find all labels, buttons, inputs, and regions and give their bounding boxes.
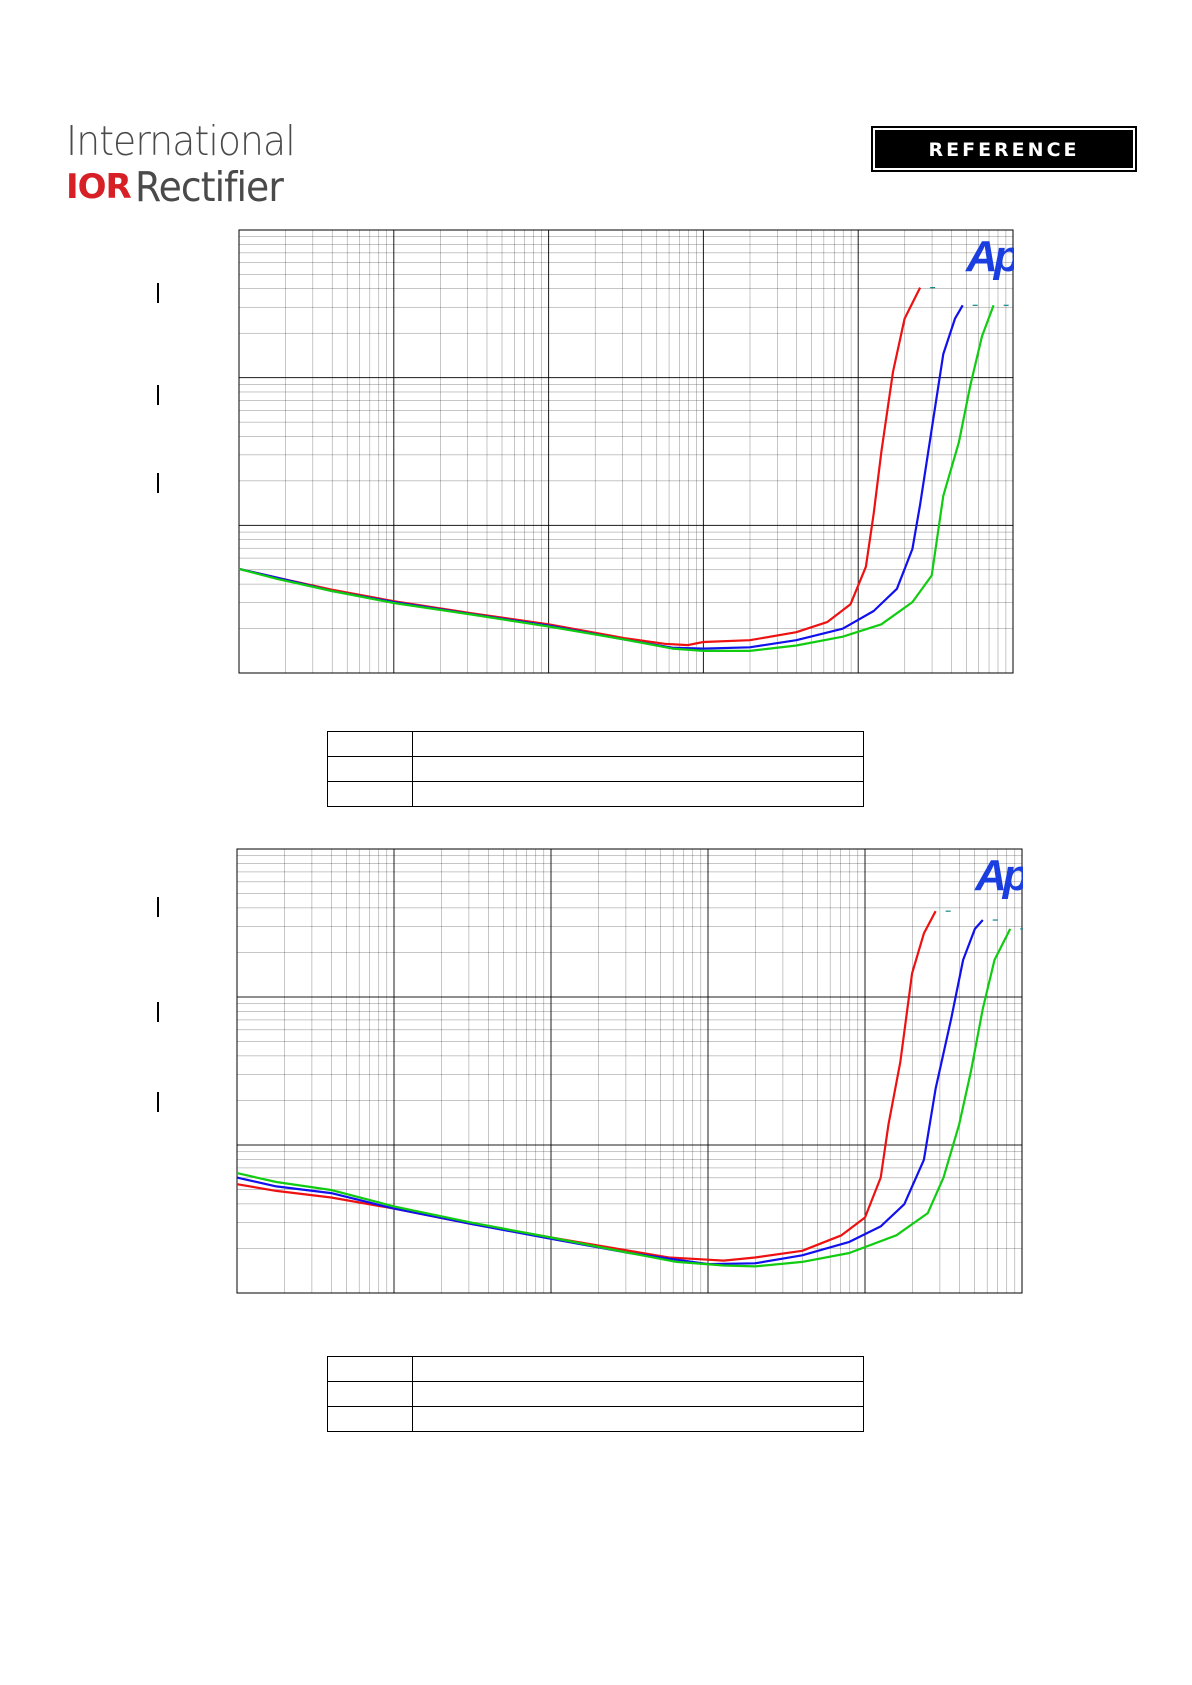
logo-text-rectifier: Rectifier — [134, 163, 284, 211]
logo-ior-mark: IOR — [66, 167, 132, 207]
thd-chart-1-svg: Ap — [238, 229, 1014, 674]
table-cell — [412, 781, 864, 807]
table-row — [327, 731, 864, 757]
thd-chart-2: Ap — [236, 848, 1023, 1294]
table-cell — [327, 731, 413, 757]
table-row — [327, 1356, 864, 1382]
logo-line-rectifier: IOR Rectifier — [66, 163, 286, 211]
table-cell — [412, 1406, 864, 1432]
reference-design-badge-frame — [871, 126, 1137, 172]
table-cell — [327, 1356, 413, 1382]
table-row — [327, 1381, 864, 1407]
thd-chart-1: Ap — [238, 229, 1014, 674]
series-line-red — [236, 910, 937, 1262]
axis-marker — [157, 897, 159, 917]
axis-marker — [157, 1092, 159, 1112]
legend-table-1 — [327, 731, 864, 807]
logo-text-international: International — [66, 117, 296, 165]
axis-marker — [157, 283, 159, 303]
table-row — [327, 756, 864, 782]
axis-marker — [157, 1002, 159, 1022]
axis-marker — [157, 473, 159, 493]
table-cell — [412, 1356, 864, 1382]
series-line-blue — [236, 919, 984, 1266]
reference-design-badge: REFERENCE DESIGN — [871, 126, 1137, 199]
legend-table-2 — [327, 1356, 864, 1432]
table-cell — [327, 1406, 413, 1432]
plot-frame — [238, 229, 1014, 674]
table-row — [327, 781, 864, 807]
company-logo: International IOR Rectifier — [66, 117, 296, 211]
table-cell — [412, 1381, 864, 1407]
axis-marker — [157, 385, 159, 405]
series-line-red — [238, 287, 922, 647]
table-cell — [412, 731, 864, 757]
thd-chart-2-svg: Ap — [236, 848, 1023, 1294]
table-cell — [327, 1381, 413, 1407]
ap-watermark: Ap — [974, 851, 1023, 900]
table-cell — [327, 781, 413, 807]
table-row — [327, 1406, 864, 1432]
ap-watermark: Ap — [965, 232, 1014, 281]
plot-frame — [236, 848, 1023, 1294]
series-line-green — [236, 928, 1012, 1268]
reference-design-label: REFERENCE DESIGN — [928, 139, 1080, 199]
table-cell — [412, 756, 864, 782]
series-line-green — [238, 304, 995, 652]
table-cell — [327, 756, 413, 782]
